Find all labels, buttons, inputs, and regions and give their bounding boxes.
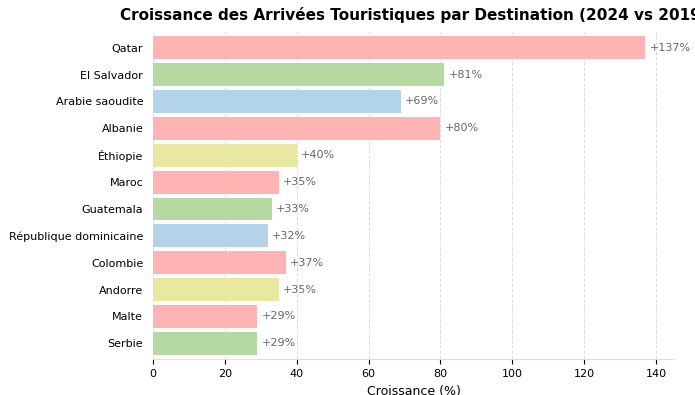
Title: Croissance des Arrivées Touristiques par Destination (2024 vs 2019): Croissance des Arrivées Touristiques par… <box>120 8 695 23</box>
X-axis label: Croissance (%): Croissance (%) <box>366 385 461 395</box>
Text: +29%: +29% <box>261 311 295 322</box>
Bar <box>153 63 444 86</box>
Bar <box>153 278 279 301</box>
Bar <box>153 305 257 328</box>
Bar <box>153 332 257 355</box>
Text: +37%: +37% <box>291 258 325 268</box>
Bar <box>153 251 286 274</box>
Bar <box>153 117 441 140</box>
Bar <box>153 144 297 167</box>
Bar <box>153 198 272 220</box>
Bar <box>153 90 401 113</box>
Text: +33%: +33% <box>276 204 310 214</box>
Bar <box>153 224 268 247</box>
Text: +35%: +35% <box>283 177 317 187</box>
Text: +29%: +29% <box>261 339 295 348</box>
Text: +40%: +40% <box>301 150 335 160</box>
Text: +32%: +32% <box>272 231 306 241</box>
Text: +137%: +137% <box>650 43 691 53</box>
Text: +69%: +69% <box>405 96 439 107</box>
Text: +81%: +81% <box>448 70 482 80</box>
Bar <box>153 36 646 59</box>
Text: +80%: +80% <box>445 123 479 134</box>
Bar <box>153 171 279 194</box>
Text: +35%: +35% <box>283 284 317 295</box>
